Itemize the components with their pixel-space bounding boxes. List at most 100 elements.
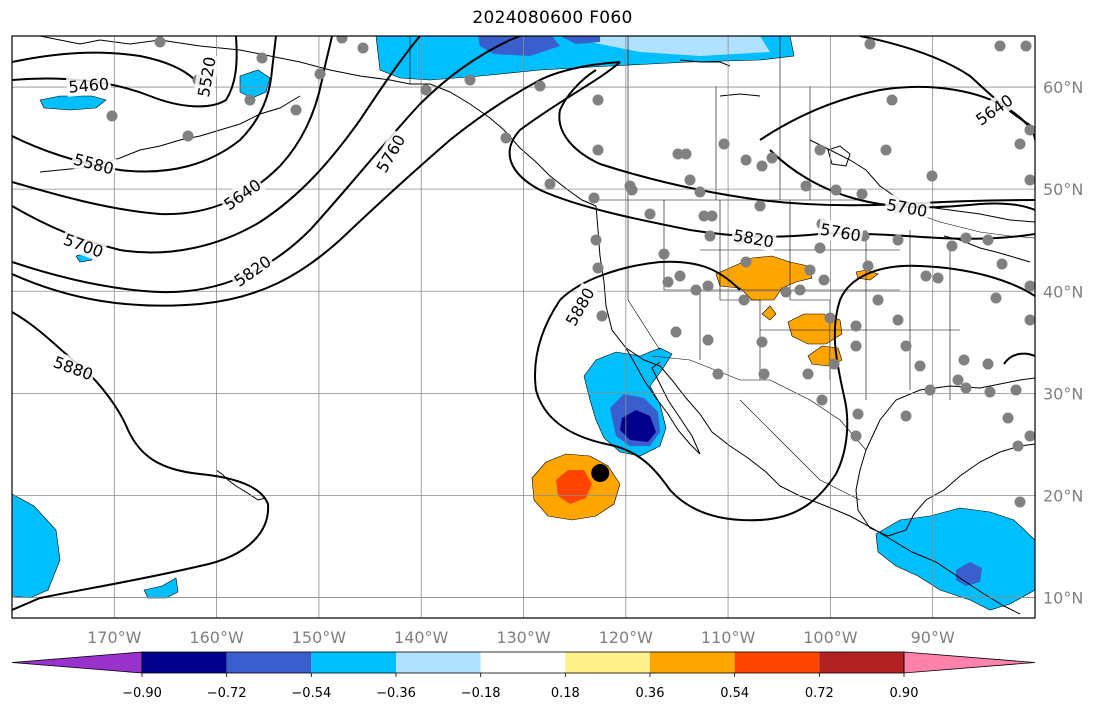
longitude-tick-labels: 170°W 160°W 150°W 140°W 130°W 120°W 110°W 100°W… [87,628,955,647]
station-dot [1024,280,1035,292]
contour-5460 [12,51,201,87]
negative-anomaly-alaska [239,69,271,99]
lon-tick-label: 170°W [87,628,142,647]
station-dot [590,234,602,246]
contour-5760 [12,36,521,294]
station-dot [290,104,302,116]
contour-label-bg [70,148,118,179]
lon-tick-label: 160°W [189,628,244,647]
station-dot [357,42,369,54]
station-dot [738,294,750,306]
station-dot [814,144,826,156]
station-dot [596,310,608,322]
contour-label-bg [228,250,277,292]
contour-5880-east [534,264,1035,522]
station-dot [644,208,656,220]
station-dot [828,358,840,370]
station-dot [880,144,892,156]
lat-tick-label: 10°N [1043,589,1083,608]
station-dot [314,68,326,80]
station-dot [674,270,686,282]
station-dot [680,148,692,160]
lat-tick-label: 60°N [1043,78,1083,97]
station-dot [892,314,904,326]
station-dot [924,384,936,396]
negative-anomaly-north-core [478,36,560,56]
graticule [12,36,1035,618]
station-dot [718,138,730,150]
station-dot [816,394,828,406]
station-dot [684,174,696,186]
lon-tick-label: 140°W [394,628,449,647]
station-dot [740,256,752,268]
positive-anomaly-small [761,305,777,321]
contour-5640-east-2 [859,36,1035,129]
station-dot [914,360,926,372]
station-dot [780,286,792,298]
contour-label-bg [883,193,931,222]
station-dot [626,184,638,196]
station-dot [952,374,964,386]
station-dot [672,148,684,160]
station-dot [802,368,814,380]
station-dot [662,276,674,288]
storm-marker[interactable] [591,464,610,483]
station-dot [872,294,884,306]
station-dot [900,340,912,352]
station-dot [690,284,702,296]
station-dot [862,260,874,272]
contour-label-bg [560,282,600,331]
coastline-island2 [719,93,761,97]
station-dot [892,234,904,246]
station-dot [900,410,912,422]
station-dot [1020,40,1032,52]
station-dot [852,408,864,420]
station-dot [814,242,826,254]
station-dot [1024,314,1035,326]
station-dot [740,154,752,166]
station-dot [1024,174,1035,186]
station-dot [702,334,714,346]
station-dot [982,358,994,370]
station-dot [670,326,682,338]
station-dot [984,386,996,398]
station-dot [704,230,716,242]
station-dot [932,272,944,284]
station-dot [702,280,714,292]
negative-anomaly-west-edge [12,493,61,599]
station-dot [754,200,766,212]
border-us-mexico [651,355,867,451]
station-dot [946,240,958,252]
station-dot [766,152,778,164]
border-mexico-1 [739,399,861,501]
lon-tick-label: 100°W [803,628,858,647]
negative-anomaly-central-america [875,507,1035,611]
negative-anomaly-north-light [560,36,770,56]
station-dot [592,94,604,106]
negative-anomaly-north-core2 [560,36,600,44]
lat-tick-label: 20°N [1043,486,1083,505]
contour-label-text: 5460 [68,74,110,96]
station-dot [758,368,770,380]
station-dot [1002,412,1014,424]
lon-tick-label: 150°W [292,628,347,647]
station-dot [694,186,706,198]
contour-label-bg [49,350,98,385]
station-dot [1014,496,1026,508]
contour-label-bg [730,224,778,252]
coastline-lake [827,145,851,167]
lat-tick-label: 50°N [1043,180,1083,199]
contour-5820 [12,61,621,307]
negative-anomaly-small-pacific [143,577,179,599]
contour-label-bg [817,218,865,246]
station-dot [960,382,972,394]
station-dot [1010,384,1022,396]
border-state-1 [627,200,661,351]
station-dot [698,210,710,222]
station-dot [960,232,972,244]
station-dot [256,52,268,64]
contour-label: 5460 [65,73,112,97]
station-dot [818,274,830,286]
station-dot [920,270,932,282]
